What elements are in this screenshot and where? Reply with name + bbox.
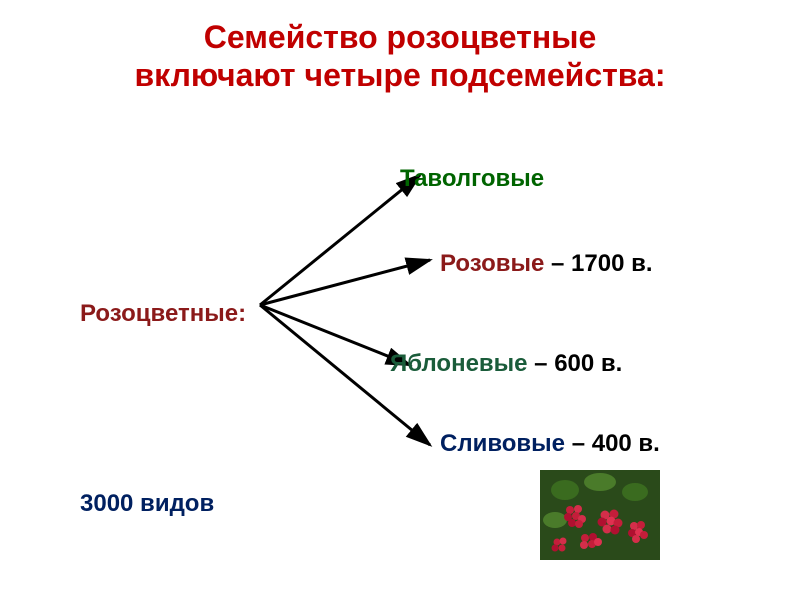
branch-colored-3: Сливовые bbox=[440, 430, 565, 457]
title-line2: включают четыре подсемейства: bbox=[0, 56, 800, 94]
species-count: 3000 видов bbox=[80, 490, 214, 518]
branch-colored-1: Розовые bbox=[440, 250, 544, 277]
root-label: Розоцветные: bbox=[80, 300, 246, 328]
arrow-1 bbox=[260, 260, 430, 305]
berry-image bbox=[540, 470, 660, 560]
branch-colored-2: Яблоневые bbox=[390, 350, 528, 377]
branch-black-1: – 1700 в. bbox=[544, 250, 652, 277]
branch-label-0: Таволговые bbox=[400, 165, 544, 193]
branch-black-2: – 600 в. bbox=[528, 350, 623, 377]
arrow-2 bbox=[260, 305, 410, 365]
arrow-0 bbox=[260, 175, 420, 305]
title-line1: Семейство розоцветные bbox=[0, 18, 800, 56]
branch-label-2: Яблоневые – 600 в. bbox=[390, 350, 622, 378]
branch-colored-0: Таволговые bbox=[400, 165, 544, 192]
diagram-title: Семейство розоцветные включают четыре по… bbox=[0, 0, 800, 95]
branch-black-3: – 400 в. bbox=[565, 430, 660, 457]
branch-label-1: Розовые – 1700 в. bbox=[440, 250, 653, 278]
branch-label-3: Сливовые – 400 в. bbox=[440, 430, 660, 458]
